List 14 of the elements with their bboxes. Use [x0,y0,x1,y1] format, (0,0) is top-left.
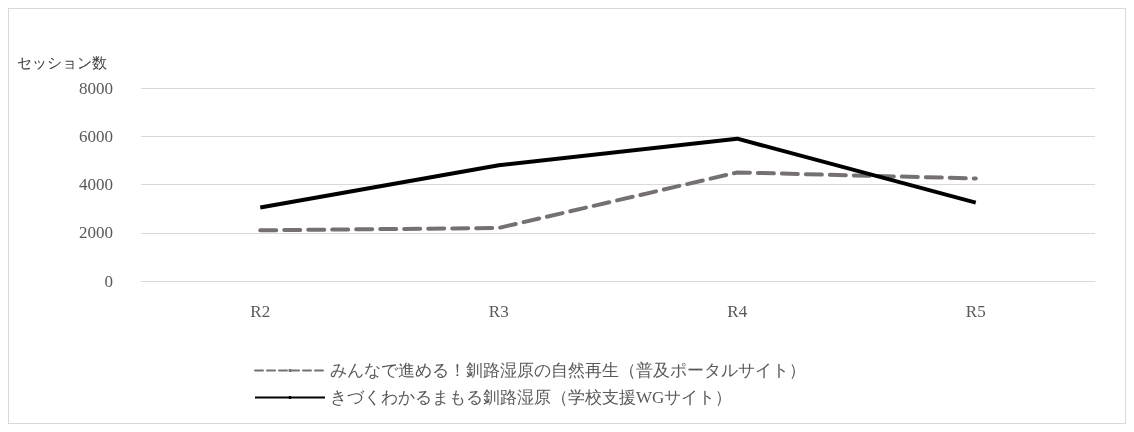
line-series [258,136,978,210]
legend-label: みんなで進める！釧路湿原の自然再生（普及ポータルサイト） [330,361,806,380]
y-tick-label: 0 [104,271,113,291]
x-tick-label: R2 [250,302,271,321]
y-tick-label: 8000 [79,78,113,98]
x-tick-label: R4 [727,302,748,321]
y-tick-label: 2000 [79,223,113,243]
line-series [258,170,978,233]
x-tick-label: R5 [965,302,986,321]
y-axis-title: セッション数 [17,54,107,71]
legend-label: きづくわかるまもる釧路湿原（学校支援WGサイト） [330,388,733,407]
x-tick-label: R3 [488,302,509,321]
y-tick-label: 6000 [79,126,113,146]
y-tick-label: 4000 [79,175,113,194]
